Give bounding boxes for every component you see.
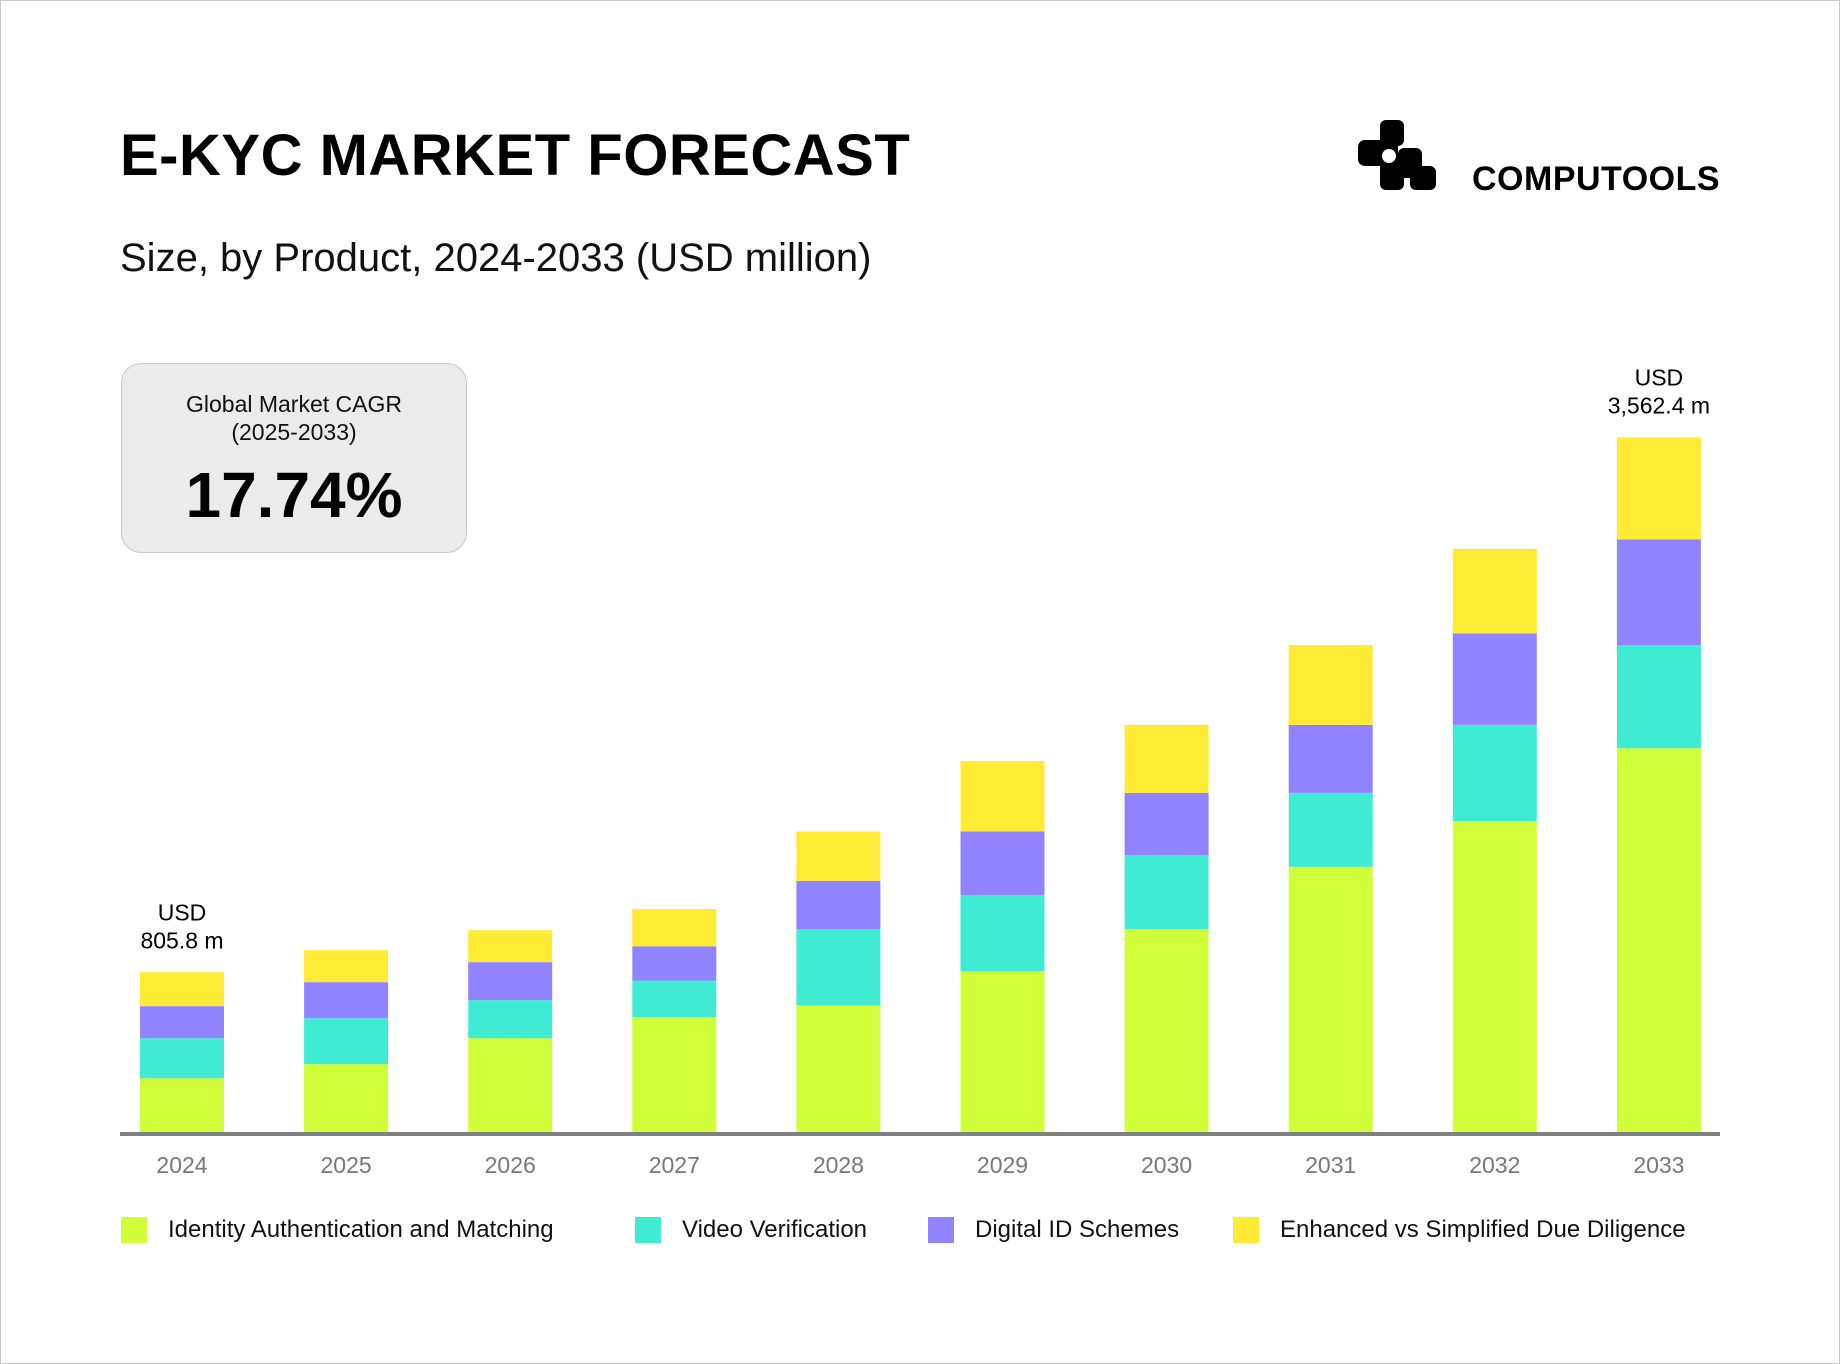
bar-segment-2028-2: [796, 880, 881, 930]
legend-swatch: [928, 1217, 954, 1243]
bar-segment-2029-3: [960, 761, 1045, 832]
total-label-value: 3,562.4 m: [1608, 392, 1710, 418]
bar-segment-2026-1: [468, 1000, 553, 1039]
legend-item: Digital ID Schemes: [928, 1216, 1179, 1244]
bar-segment-2024-2: [140, 1006, 224, 1039]
legend-label: Enhanced vs Simplified Due Diligence: [1280, 1216, 1686, 1243]
legend-swatch: [121, 1217, 147, 1243]
cagr-box: Global Market CAGR (2025-2033) 17.74%: [121, 363, 467, 553]
legend-item: Identity Authentication and Matching: [121, 1216, 554, 1244]
cagr-value: 17.74%: [185, 459, 403, 531]
bar-segment-2030-3: [1124, 724, 1209, 793]
legend-swatch: [635, 1217, 661, 1243]
total-label-currency: USD: [158, 899, 207, 925]
x-tick-label: 2027: [649, 1152, 700, 1178]
bar-segment-2031-0: [1288, 866, 1373, 1132]
bar-segment-2031-3: [1288, 645, 1373, 725]
bar-segment-2033-2: [1616, 539, 1701, 646]
bar-segment-2025-1: [304, 1018, 389, 1065]
bar-segment-2033-0: [1616, 748, 1701, 1132]
total-label-value: 805.8 m: [140, 927, 223, 953]
bar-segment-2027-3: [632, 909, 717, 947]
bar-segment-2026-2: [468, 962, 553, 1001]
bar-segment-2029-2: [960, 831, 1045, 895]
x-tick-label: 2024: [156, 1152, 207, 1178]
bar-segment-2026-0: [468, 1038, 553, 1132]
legend-item: Enhanced vs Simplified Due Diligence: [1233, 1216, 1686, 1244]
chart-subtitle: Size, by Product, 2024-2033 (USD million…: [120, 236, 872, 280]
bar-segment-2032-0: [1452, 821, 1537, 1132]
x-tick-label: 2029: [977, 1152, 1028, 1178]
legend-label: Digital ID Schemes: [975, 1216, 1180, 1243]
total-label-currency: USD: [1635, 364, 1684, 390]
legend: Identity Authentication and Matching Vide…: [0, 1216, 1840, 1256]
chart-title: E-KYC MARKET FORECAST: [120, 123, 911, 188]
legend-item: Video Verification: [635, 1216, 867, 1244]
bar-segment-2028-0: [796, 1005, 881, 1132]
x-tick-label: 2030: [1141, 1152, 1192, 1178]
bar-segment-2024-1: [140, 1038, 224, 1079]
bar-segment-2027-2: [632, 946, 717, 981]
bar-segment-2024-3: [140, 972, 224, 1007]
cagr-period: (2025-2033): [231, 419, 357, 445]
x-tick-label: 2033: [1633, 1152, 1684, 1178]
legend-swatch: [1233, 1217, 1259, 1243]
bar-segment-2030-0: [1124, 929, 1209, 1132]
bar-segment-2025-2: [304, 982, 389, 1019]
bar-segment-2030-2: [1124, 792, 1209, 856]
bar-segment-2027-0: [632, 1017, 717, 1132]
bar-segment-2032-2: [1452, 633, 1537, 725]
legend-label: Identity Authentication and Matching: [168, 1216, 554, 1243]
x-tick-label: 2032: [1469, 1152, 1520, 1178]
bar-segment-2025-0: [304, 1064, 389, 1132]
bar-segment-2031-1: [1288, 792, 1373, 867]
computools-logo-icon: [1358, 120, 1436, 190]
brand-name: COMPUTOOLS: [1472, 160, 1721, 198]
bar-segment-2028-3: [796, 831, 881, 881]
x-tick-label: 2028: [813, 1152, 864, 1178]
bar-segment-2026-3: [468, 930, 553, 963]
bar-segment-2025-3: [304, 950, 389, 983]
bar-segment-2027-1: [632, 980, 717, 1018]
bar-segment-2033-3: [1616, 437, 1701, 540]
bar-segment-2029-1: [960, 894, 1045, 972]
bar-segment-2032-3: [1452, 548, 1537, 634]
legend-label: Video Verification: [682, 1216, 868, 1243]
x-tick-label: 2031: [1305, 1152, 1356, 1178]
cagr-label: Global Market CAGR: [185, 391, 402, 417]
bar-segment-2028-1: [796, 929, 881, 1006]
bar-segment-2030-1: [1124, 855, 1209, 930]
bar-segment-2033-1: [1616, 645, 1701, 749]
bar-segment-2032-1: [1452, 724, 1537, 822]
bar-segment-2031-2: [1288, 724, 1373, 793]
x-tick-label: 2026: [485, 1152, 536, 1178]
bar-segment-2029-0: [960, 971, 1045, 1132]
x-tick-label: 2025: [321, 1152, 372, 1178]
bar-segment-2024-0: [140, 1078, 224, 1132]
